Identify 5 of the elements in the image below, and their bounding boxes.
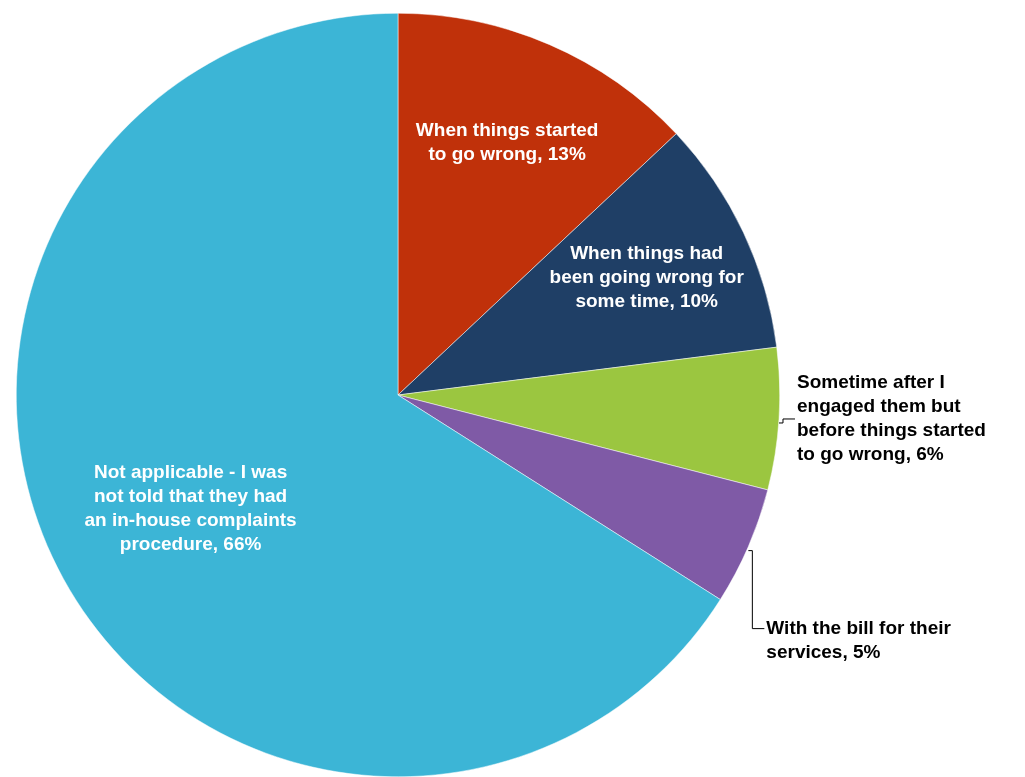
slice-label: Not applicable - I was not told that they had an in-house complaints procedure, 66%	[84, 461, 297, 555]
slice-label: When things had been going wrong for some time, 10%	[549, 242, 745, 312]
slice-label: With the bill for their services, 5%	[766, 616, 952, 662]
slice-label: When things started to go wrong, 13%	[415, 118, 599, 164]
slice-label: Sometime after I engaged them but before things started to go wrong, 6%	[797, 371, 986, 465]
